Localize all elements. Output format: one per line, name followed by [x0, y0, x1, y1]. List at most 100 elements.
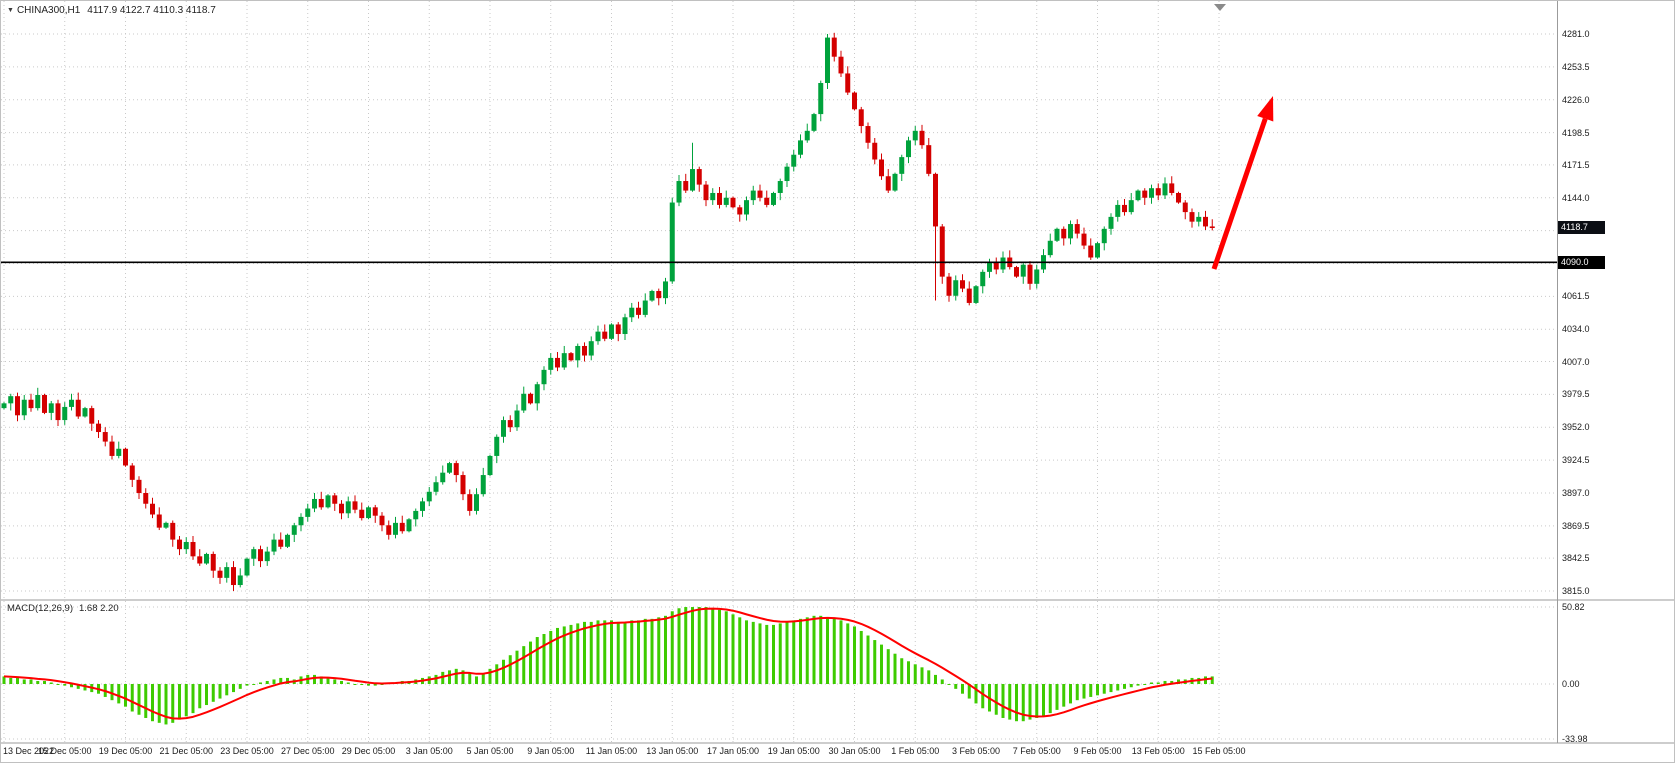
macd-histogram-bar [589, 621, 593, 684]
macd-histogram-bar [947, 684, 951, 685]
macd-histogram-bar [1021, 684, 1025, 722]
candle-body [663, 281, 668, 299]
time-axis-label: 19 Dec 05:00 [98, 746, 153, 756]
macd-histogram-bar [765, 624, 769, 684]
macd-histogram-bar [353, 684, 357, 685]
macd-histogram-bar [981, 684, 985, 709]
candle-body [150, 503, 155, 515]
time-axis-label: 23 Dec 05:00 [220, 746, 274, 756]
macd-histogram-bar [556, 627, 559, 684]
price-tick-label: 3979.5 [1562, 389, 1590, 400]
candle-body [588, 341, 594, 356]
candle-body [528, 393, 533, 404]
macd-histogram-bar [1008, 684, 1012, 720]
candle-body [703, 184, 709, 201]
candle-body [582, 345, 587, 356]
time-axis-label: 30 Jan 05:00 [828, 746, 881, 756]
macd-histogram-bar [880, 644, 883, 684]
macd-histogram-bar [225, 684, 229, 696]
candle-body [629, 307, 635, 318]
macd-histogram-bar [893, 653, 897, 684]
macd-histogram-bar [913, 664, 917, 684]
symbol-ohlc-values: 4117.9 4122.7 4110.3 4118.7 [87, 5, 216, 16]
macd-histogram-bar [1143, 684, 1147, 685]
candle-body [723, 197, 729, 205]
candle-body [116, 448, 122, 456]
price-tick-label: 3952.0 [1562, 422, 1590, 433]
candle-body [973, 286, 979, 303]
macd-histogram-bar [36, 680, 40, 684]
macd-histogram-bar [56, 684, 60, 685]
candle-body [737, 207, 743, 215]
symbol-dropdown-triangle-icon[interactable]: ▼ [7, 7, 14, 14]
candle-body [555, 357, 560, 368]
arrow-annotation-shaft[interactable] [1211, 117, 1268, 270]
macd-histogram-bar [448, 670, 451, 684]
macd-histogram-bar [9, 677, 13, 684]
price-tick-label: 3897.0 [1562, 487, 1590, 498]
chart-shift-marker-icon[interactable] [1214, 4, 1226, 11]
macd-histogram-bar [1069, 684, 1072, 704]
candle-body [919, 130, 925, 146]
macd-histogram-bar [326, 677, 330, 684]
candle-body [953, 280, 959, 296]
candle-body [858, 109, 864, 127]
macd-histogram-bar [184, 684, 188, 717]
current-price-badge: 4118.7 [1558, 221, 1605, 235]
candle-body [298, 516, 304, 526]
candle-body [271, 539, 277, 552]
macd-histogram-bar [596, 620, 600, 684]
arrow-annotation-head[interactable] [1257, 96, 1274, 122]
candle-body [251, 549, 257, 559]
candle-body [568, 353, 574, 361]
candle-body [244, 558, 250, 576]
time-axis-label: 19 Jan 05:00 [767, 746, 820, 756]
macd-histogram-bar [63, 684, 67, 686]
candle-body [48, 403, 54, 413]
candle-body [264, 551, 270, 562]
candle-body [771, 192, 776, 205]
candle-body [399, 522, 405, 532]
macd-histogram-bar [76, 684, 80, 689]
candle-body [1176, 192, 1181, 203]
macd-histogram-bar [758, 623, 762, 684]
candle-body [690, 169, 695, 191]
macd-histogram-bar [907, 661, 910, 684]
macd-histogram-bar [178, 684, 181, 720]
candle-body [1101, 228, 1107, 244]
macd-histogram-bar [637, 620, 640, 684]
macd-histogram-bar [670, 611, 674, 684]
candle-body [811, 114, 817, 131]
candle-body [217, 570, 223, 578]
time-axis-label: 17 Jan 05:00 [706, 746, 760, 756]
macd-histogram-bar [171, 684, 175, 723]
candle-body [1081, 233, 1087, 246]
macd-histogram-bar [124, 684, 127, 707]
macd-name: MACD(12,26,9) [7, 603, 73, 614]
candle-body [393, 522, 398, 535]
macd-histogram-bar [252, 684, 256, 685]
macd-histogram-bar [954, 684, 958, 689]
macd-histogram-bar [846, 623, 850, 684]
macd-histogram-bar [1156, 682, 1160, 684]
candle-body [170, 522, 176, 540]
macd-histogram-bar [468, 673, 472, 684]
candle-body [1189, 212, 1195, 222]
candle-body [366, 507, 371, 519]
macd-histogram-bar [603, 620, 607, 684]
macd-histogram-bar [853, 626, 856, 684]
candle-body [960, 280, 965, 289]
macd-histogram-bar [812, 615, 816, 684]
candle-body [96, 423, 101, 433]
candle-body [791, 154, 797, 167]
macd-histogram-bar [1028, 684, 1032, 720]
macd-histogram-bar [259, 682, 262, 684]
candle-body [602, 331, 608, 339]
candle-body [285, 534, 290, 547]
macd-histogram-bar [697, 607, 701, 684]
candle-body [1142, 190, 1148, 198]
macd-histogram-bar [137, 684, 141, 715]
price-tick-label: 4253.5 [1562, 61, 1590, 72]
time-axis-label: 15 Dec 05:00 [37, 746, 92, 756]
